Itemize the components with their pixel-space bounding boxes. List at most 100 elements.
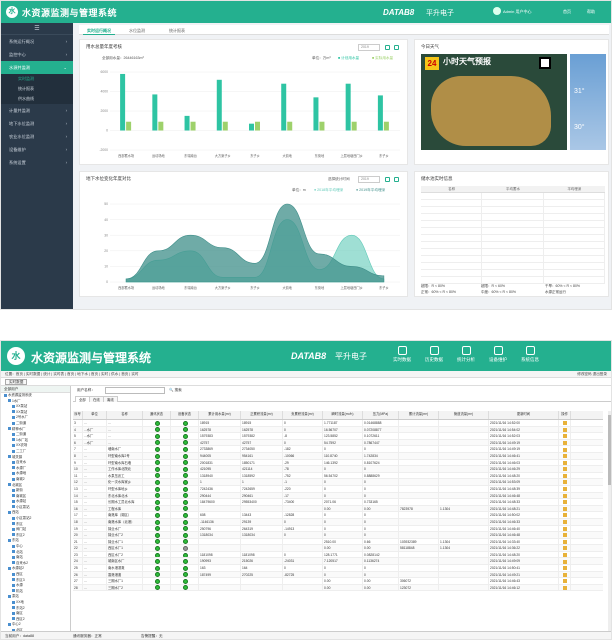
tab-online[interactable]: 在线 — [89, 396, 104, 402]
table-cell[interactable] — [559, 492, 571, 499]
table-row[interactable]: 11... 水泵压滤工 1318940 1318592 -752 56.54702 0.88… — [73, 472, 603, 480]
edit-icon[interactable] — [563, 585, 567, 590]
vertical-scrollbar[interactable] — [608, 411, 611, 631]
tree-node[interactable]: 水源厂 — [1, 466, 70, 472]
table-row[interactable]: 18... 南港水库（北港） -1146136 29139 0 0 0 2021/11/16 … — [73, 518, 603, 526]
bar-chart-icon[interactable] — [385, 45, 390, 50]
tree-node[interactable]: 水源站 — [1, 499, 70, 505]
edit-icon[interactable] — [563, 526, 567, 531]
table-cell[interactable] — [559, 466, 571, 472]
column-header[interactable]: 累计用水量(m³) — [199, 411, 241, 419]
tree-node[interactable]: 城关镇 — [1, 455, 70, 461]
table-row[interactable]: 28... 三期水厂2 0.00 0.00 123072 2021/11/16 14:46… — [73, 584, 603, 592]
column-header[interactable]: 更新时间 — [489, 411, 559, 419]
tree-node[interactable]: 水资源监测系统 — [1, 393, 70, 399]
table-row[interactable]: 13... 环型水库地乡 7242436 7242659 -220 0 0 2021/11/1… — [73, 485, 603, 493]
tree-node[interactable]: 1水厂站 — [1, 438, 70, 444]
table-cell[interactable] — [559, 558, 571, 565]
table-cell[interactable] — [559, 551, 571, 558]
table-row[interactable]: 27... 三期水厂1 0.00 0.00 306072 2021/11/16 14:46… — [73, 578, 603, 585]
tree-node[interactable]: 精神水厂 — [1, 427, 70, 433]
table-icon[interactable] — [394, 177, 399, 182]
table-cell[interactable] — [559, 459, 571, 466]
tree-node[interactable]: 东站2 — [1, 606, 70, 612]
table-cell[interactable] — [559, 538, 571, 545]
sidebar-sub-curve[interactable]: 供水曲线 — [1, 94, 73, 104]
table-cell[interactable] — [559, 499, 571, 505]
user-menu[interactable]: Admin 用户中心 — [503, 9, 532, 14]
column-header[interactable]: 序号 — [73, 411, 83, 419]
edit-icon[interactable] — [563, 546, 567, 551]
year-select[interactable]: 2019 — [358, 44, 380, 51]
edit-icon[interactable] — [563, 473, 567, 478]
avatar[interactable] — [493, 7, 501, 15]
nav-history[interactable]: 历史数据 — [419, 345, 449, 369]
edit-icon[interactable] — [563, 427, 567, 432]
tree-node[interactable]: 南站 — [1, 555, 70, 561]
nav-statistics[interactable]: 统计分析 — [451, 345, 481, 369]
table-row[interactable]: 7... 墙南水厂 2733869 2734050 -182 0 0 2021/11/16 1… — [73, 446, 603, 453]
home-button[interactable]: 首页 — [563, 9, 571, 14]
sidebar-item-metering[interactable]: 计量井监测 › — [1, 104, 73, 117]
table-icon[interactable] — [394, 45, 399, 50]
table-cell[interactable] — [559, 472, 571, 479]
nav-system[interactable]: 系统信息 — [515, 345, 545, 369]
column-header[interactable]: 瞬时流量(m³/h) — [323, 411, 363, 419]
edit-icon[interactable] — [563, 440, 567, 445]
table-cell[interactable] — [559, 578, 571, 584]
column-header[interactable]: 压力(MPa) — [363, 411, 399, 419]
edit-icon[interactable] — [563, 572, 567, 577]
table-cell[interactable] — [559, 505, 571, 512]
table-row[interactable]: 21... 锦业水厂1 2510.00 0.66 103932389 1.1304 2021… — [73, 538, 603, 546]
edit-icon[interactable] — [563, 539, 567, 544]
tree-node[interactable]: 二街道 — [1, 421, 70, 427]
tree-node[interactable]: 中心 — [1, 544, 70, 550]
search-input[interactable] — [105, 387, 165, 394]
table-row[interactable]: 16... 工程水库 0.00 0.00 7823978 1.1304 2021/11/16… — [73, 505, 603, 513]
nav-device[interactable]: 设备维护 — [483, 345, 513, 369]
table-row[interactable]: 17... 南港库（湖区） 608 13443 -12828 0 0 2021/11/16 1… — [73, 512, 603, 519]
table-row[interactable]: 9... 环型南水库石墙 2001831 1850171 -29 146.1392 0.81… — [73, 459, 603, 467]
bar-chart-icon[interactable] — [385, 177, 390, 182]
table-cell[interactable] — [559, 446, 571, 452]
table-cell[interactable] — [559, 525, 571, 532]
tree-node[interactable]: 西区 — [1, 572, 70, 578]
table-row[interactable]: 22... 西区水厂1 0.00 0.00 58118848 1.1304 2021/11/… — [73, 545, 603, 552]
sidebar-item-overview[interactable]: 系统运行概况 › — [1, 35, 73, 48]
column-header[interactable]: 管道流量(m³) — [439, 411, 489, 419]
tree-node[interactable]: 水源站2 — [1, 566, 70, 572]
tree-node[interactable]: 1水厂 — [1, 399, 70, 405]
tree-node[interactable]: 水源地 — [1, 471, 70, 477]
tree-node[interactable]: 西区2 — [1, 617, 70, 623]
tree-node[interactable]: 自来水 — [1, 460, 70, 466]
tree-node[interactable]: 北城区 — [1, 483, 70, 489]
edit-icon[interactable] — [563, 559, 567, 564]
table-cell[interactable] — [559, 426, 571, 433]
scroll-thumb[interactable] — [608, 415, 611, 485]
edit-icon[interactable] — [563, 579, 567, 584]
edit-icon[interactable] — [563, 493, 567, 498]
column-header[interactable]: 通讯状态 — [143, 411, 171, 419]
tab-report[interactable]: 统计报表 — [169, 28, 185, 33]
table-cell[interactable] — [559, 433, 571, 439]
tree-node[interactable]: 东区3 — [1, 578, 70, 584]
year-select[interactable]: 2019 — [358, 176, 380, 183]
tab-offline[interactable]: 离线 — [103, 396, 118, 402]
edit-icon[interactable] — [563, 520, 567, 525]
table-row[interactable]: 15... 长期水工员北水库 18479600 29553400 -73400 2071.… — [73, 499, 603, 506]
edit-icon[interactable] — [563, 467, 567, 472]
edit-icon[interactable] — [563, 553, 567, 557]
tree-node[interactable]: XX泵站 — [1, 404, 70, 410]
edit-icon[interactable] — [563, 447, 567, 452]
table-row[interactable]: 26... 香港港澳 187499 270225 -82725 0 0 2021/11/16 … — [73, 571, 603, 579]
tab-all[interactable]: 全部 — [75, 396, 90, 402]
column-header[interactable]: 累计流量(m³) — [399, 411, 439, 419]
table-row[interactable]: 10... 工作水库北院北 421095 421114 -78 0 0 2021/11/16 … — [73, 466, 603, 473]
table-row[interactable]: 6 ...水厂... 42757 42757 0 54.7592 0.7867447 2021… — [73, 439, 603, 447]
table-cell[interactable] — [559, 420, 571, 426]
tree-node[interactable]: 自来水2 — [1, 561, 70, 567]
sidebar-item-device[interactable]: 设备维护 › — [1, 143, 73, 156]
edit-icon[interactable] — [563, 566, 567, 571]
edit-icon[interactable] — [563, 434, 567, 439]
edit-icon[interactable] — [563, 500, 567, 505]
